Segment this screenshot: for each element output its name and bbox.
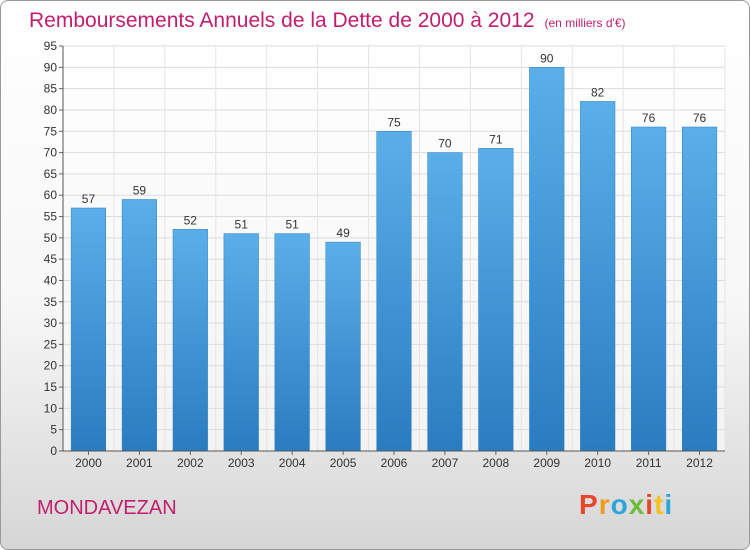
y-tick-label: 80 — [44, 103, 58, 117]
value-label-2000: 57 — [82, 192, 96, 206]
bar-2002 — [172, 229, 208, 452]
y-tick-label: 75 — [44, 124, 58, 138]
bar-2003 — [223, 233, 259, 452]
x-tick-label-2003: 2003 — [228, 456, 255, 470]
y-tick-label: 35 — [44, 295, 58, 309]
value-label-2012: 76 — [693, 111, 707, 125]
axes — [59, 45, 725, 455]
proxiti-logo: Proxiti — [579, 489, 673, 521]
unit-note: (en milliers d'€) — [544, 16, 626, 30]
bar-2006 — [376, 131, 412, 452]
logo-letter: t — [654, 489, 665, 520]
bar-2010 — [580, 101, 616, 452]
x-tick-label-2005: 2005 — [330, 456, 357, 470]
logo-letter: P — [579, 489, 599, 520]
y-tick-label: 60 — [44, 188, 58, 202]
town-name: MONDAVEZAN — [37, 497, 177, 519]
labels: 0 5 10 15 20 25 30 35 40 45 50 55 60 65 70 75 80 85 90 95 57… — [44, 39, 714, 470]
x-tick-label-2008: 2008 — [482, 456, 509, 470]
y-tick-label: 15 — [44, 380, 58, 394]
bar-2000 — [70, 207, 107, 452]
y-tick-label: 5 — [50, 423, 57, 437]
y-tick-label: 65 — [44, 167, 58, 181]
y-tick-label: 95 — [44, 39, 58, 53]
x-tick-label-2002: 2002 — [177, 456, 204, 470]
title-text: Remboursements Annuels de la Dette de 20… — [29, 9, 535, 32]
bar-2005 — [325, 241, 361, 452]
logo-letter: x — [628, 489, 646, 520]
y-tick-label: 70 — [44, 146, 58, 160]
bar-2009 — [529, 67, 565, 452]
logo-letter: i — [645, 489, 655, 520]
x-tick-label-2007: 2007 — [432, 456, 459, 470]
bar-2011 — [631, 126, 667, 452]
x-tick-label-2010: 2010 — [584, 456, 611, 470]
bars — [70, 67, 718, 452]
value-label-2007: 70 — [438, 137, 452, 151]
value-label-2006: 75 — [387, 115, 401, 129]
value-label-2011: 76 — [642, 111, 656, 125]
y-tick-label: 25 — [44, 337, 58, 351]
value-label-2004: 51 — [285, 218, 299, 232]
y-tick-label: 85 — [44, 82, 58, 96]
value-label-2008: 71 — [489, 132, 503, 146]
y-tick-label: 55 — [44, 210, 58, 224]
x-tick-label-2000: 2000 — [75, 456, 102, 470]
value-label-2005: 49 — [336, 226, 350, 240]
bar-2001 — [121, 199, 157, 452]
x-tick-label-2012: 2012 — [686, 456, 713, 470]
x-tick-label-2009: 2009 — [533, 456, 560, 470]
logo-text: Proxiti — [579, 489, 673, 520]
logo-letter: o — [610, 489, 629, 520]
value-label-2010: 82 — [591, 85, 605, 99]
logo-letter: r — [598, 489, 611, 520]
y-tick-label: 10 — [44, 401, 58, 415]
value-label-2002: 52 — [184, 213, 198, 227]
bar-2004 — [274, 233, 310, 452]
x-tick-label-2001: 2001 — [126, 456, 153, 470]
x-tick-label-2004: 2004 — [279, 456, 306, 470]
y-tick-label: 45 — [44, 252, 58, 266]
y-tick-label: 0 — [50, 444, 57, 458]
y-tick-label: 90 — [44, 60, 58, 74]
chart-title: Remboursements Annuels de la Dette de 20… — [29, 9, 626, 33]
logo-letter: i — [664, 489, 674, 520]
y-tick-label: 30 — [44, 316, 58, 330]
bar-2012 — [681, 126, 718, 452]
x-tick-label-2006: 2006 — [381, 456, 408, 470]
value-label-2001: 59 — [133, 183, 147, 197]
value-label-2009: 90 — [540, 51, 554, 65]
bar-2008 — [478, 148, 514, 452]
value-label-2003: 51 — [235, 218, 249, 232]
x-tick-label-2011: 2011 — [636, 456, 662, 470]
y-tick-label: 40 — [44, 273, 58, 287]
bar-2007 — [427, 152, 463, 452]
y-tick-label: 50 — [44, 231, 58, 245]
y-tick-label: 20 — [44, 359, 58, 373]
